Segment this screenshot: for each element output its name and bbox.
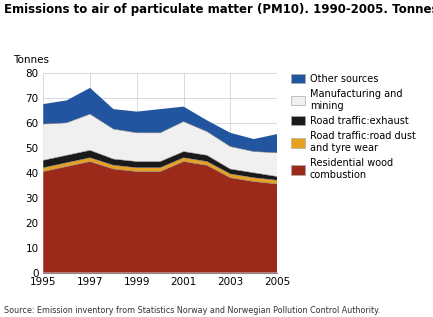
Legend: Other sources, Manufacturing and
mining, Road traffic:exhaust, Road traffic:road: Other sources, Manufacturing and mining,…	[291, 74, 416, 180]
Text: Source: Emission inventory from Statistics Norway and Norwegian Pollution Contro: Source: Emission inventory from Statisti…	[4, 307, 381, 315]
Text: Tonnes: Tonnes	[13, 55, 49, 65]
Text: Emissions to air of particulate matter (PM10). 1990-2005. Tonnes: Emissions to air of particulate matter (…	[4, 3, 433, 16]
